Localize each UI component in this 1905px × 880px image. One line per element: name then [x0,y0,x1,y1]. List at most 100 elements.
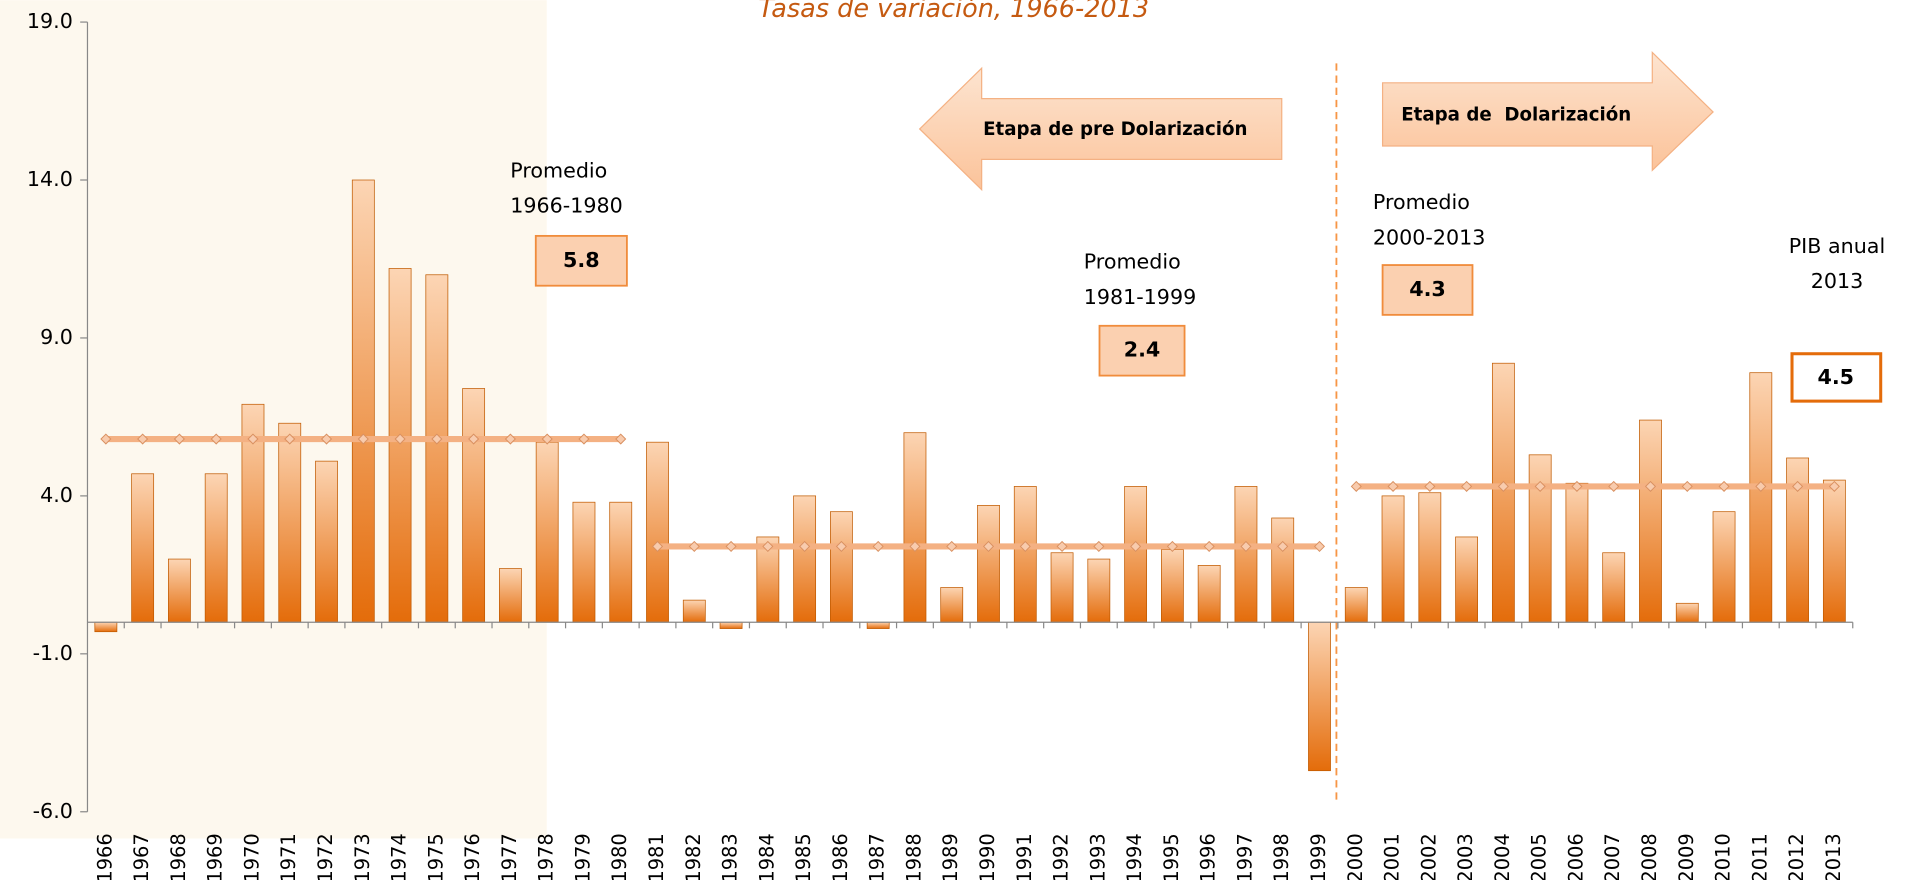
highlight-label: PIB anual [1789,234,1885,258]
x-tick-label: 1980 [608,833,631,880]
average-marker [726,542,736,552]
bar [867,622,889,628]
average-marker [947,542,957,552]
bar [1639,420,1661,622]
average-marker [616,434,626,444]
average-marker [1351,482,1361,492]
x-tick-label: 1979 [571,833,594,880]
bar [499,569,521,623]
y-tick-label: 19.0 [27,9,73,33]
x-tick-label: 2002 [1417,833,1440,880]
y-tick-label: -6.0 [33,799,73,823]
highlight-value: 4.5 [1817,365,1854,389]
y-tick-label: 14.0 [27,167,73,191]
x-tick-label: 1983 [719,833,742,880]
bar [1014,486,1036,622]
bar [683,600,705,622]
x-tick-label: 1981 [645,833,668,880]
x-tick-label: 1989 [939,833,962,880]
bar [1603,553,1625,622]
average-value: 2.4 [1124,338,1161,362]
x-tick-label: 2008 [1638,833,1661,880]
bar [315,461,337,622]
x-tick-label: 1968 [167,833,190,880]
bar [1272,518,1294,622]
x-tick-label: 1976 [461,833,484,880]
average-marker [1462,482,1472,492]
x-tick-label: 2005 [1528,833,1551,880]
bar [794,496,816,622]
bar [1235,486,1257,622]
x-tick-label: 1994 [1123,833,1146,880]
average-marker [579,434,589,444]
x-tick-label: 1990 [976,833,999,880]
average-marker [1388,482,1398,492]
stage-label: Etapa de Dolarización [1401,105,1631,126]
chart: Tasas de variación, 1966-2013 Etapa de p… [0,0,1905,880]
y-tick-label: 9.0 [40,325,73,349]
bar [1750,373,1772,623]
x-tick-label: 2004 [1491,833,1514,880]
x-tick-label: 1977 [498,833,521,880]
bar [1345,587,1367,622]
x-tick-label: 1973 [351,833,374,880]
bar [1419,493,1441,623]
x-tick-label: 2000 [1344,833,1367,880]
stage-label: Etapa de pre Dolarización [983,119,1247,140]
x-tick-label: 2006 [1564,833,1587,880]
bar [941,587,963,622]
average-marker [873,542,883,552]
x-tick-label: 1998 [1270,833,1293,880]
x-tick-label: 1993 [1086,833,1109,880]
average-marker [1057,542,1067,552]
bar [1529,455,1551,622]
average-marker [1425,482,1435,492]
average-label: Promedio [1084,250,1181,274]
x-tick-label: 1970 [240,833,263,880]
average-marker [1094,542,1104,552]
x-tick-label: 1972 [314,833,337,880]
bar [646,442,668,622]
average-period: 1981-1999 [1084,285,1197,309]
bar [720,622,742,628]
x-tick-label: 2001 [1381,833,1404,880]
x-tick-label: 2003 [1454,833,1477,880]
x-tick-label: 1985 [792,833,815,880]
x-tick-label: 1986 [829,833,852,880]
average-period: 1966-1980 [510,194,623,218]
average-marker [1609,482,1619,492]
x-tick-label: 1978 [535,833,558,880]
bar [463,388,485,622]
y-tick-label: 4.0 [40,483,73,507]
average-value: 5.8 [563,248,600,272]
bar [1713,512,1735,623]
bar [977,505,999,622]
average-label: Promedio [510,159,607,183]
average-period: 2000-2013 [1373,225,1486,249]
bar [95,622,117,631]
x-tick-label: 1992 [1050,833,1073,880]
bar [279,423,301,622]
average-marker [1719,482,1729,492]
x-tick-label: 1969 [204,833,227,880]
average-marker [1315,542,1325,552]
highlight-period: 2013 [1811,269,1864,293]
bar [1051,553,1073,622]
bar [205,474,227,622]
x-tick-label: 2007 [1601,833,1624,880]
bar [1161,550,1183,623]
x-tick-label: 1971 [277,833,300,880]
x-tick-label: 1995 [1160,833,1183,880]
x-tick-label: 2012 [1785,833,1808,880]
bar [573,502,595,622]
bar [610,502,632,622]
x-tick-label: 1996 [1197,833,1220,880]
x-tick-label: 1987 [866,833,889,880]
x-tick-label: 1984 [755,833,778,880]
average-marker [689,542,699,552]
x-tick-label: 2010 [1712,833,1735,880]
bar [1198,565,1220,622]
x-tick-label: 2011 [1748,833,1771,880]
x-tick-label: 1967 [130,833,153,880]
bar [1823,480,1845,622]
